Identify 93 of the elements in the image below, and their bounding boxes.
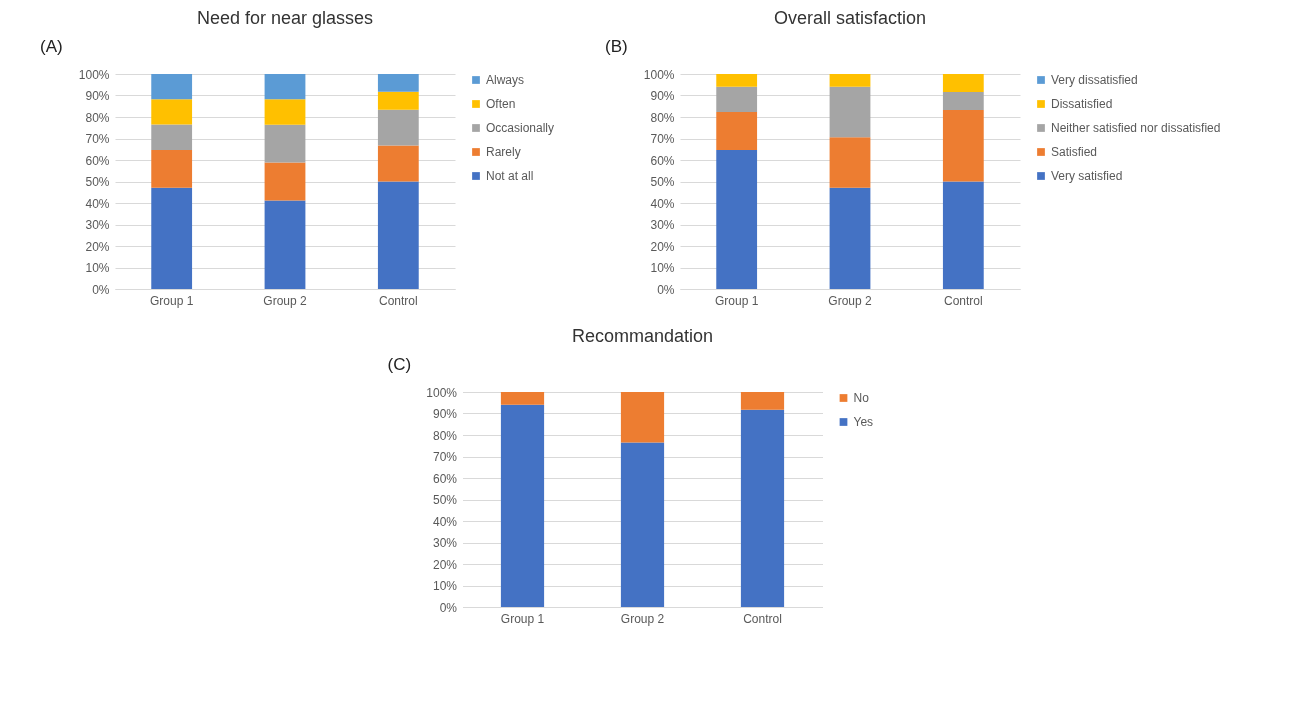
y-tick-label: 80% (432, 428, 458, 443)
bar (942, 74, 984, 93)
y-tick-label: 100% (643, 67, 675, 82)
bar (264, 162, 306, 201)
bar (264, 124, 306, 163)
y-tick-label: 70% (85, 132, 110, 146)
y-tick-label: 50% (432, 493, 458, 507)
bar (716, 149, 758, 289)
legend-label: Occasionally (486, 121, 555, 135)
y-tick-label: 40% (85, 196, 110, 211)
bar (151, 124, 193, 150)
text: (B) (605, 37, 628, 56)
bar (264, 99, 306, 125)
y-tick-label: 30% (432, 536, 458, 550)
y-tick-label: 90% (650, 89, 675, 103)
x-tick-label: Control (943, 293, 983, 308)
bar (942, 181, 984, 289)
bar (829, 74, 871, 87)
x-tick-label: Control (743, 611, 782, 626)
bar (829, 86, 871, 138)
bar (942, 109, 984, 182)
bar (377, 91, 419, 110)
legend-label: No (853, 391, 870, 405)
bar (151, 99, 193, 125)
legend-label: Not at all (486, 169, 534, 183)
y-tick-label: 80% (650, 110, 675, 125)
x-tick-label: Group 2 (620, 611, 665, 626)
y-tick-label: 100% (78, 67, 110, 82)
y-tick-label: 90% (432, 407, 458, 421)
y-tick-label: 60% (85, 153, 110, 168)
y-tick-label: 70% (432, 450, 458, 464)
legend-label: Rarely (486, 145, 521, 159)
legend-label: Very dissatisfied (1051, 73, 1138, 87)
y-tick-label: 70% (650, 132, 675, 146)
bar (716, 112, 758, 150)
bar (740, 392, 785, 410)
y-tick-label: 50% (650, 175, 675, 189)
bar (377, 145, 419, 182)
bar (377, 109, 419, 146)
y-tick-label: 50% (85, 175, 110, 189)
bar (716, 86, 758, 113)
text: (A) (40, 37, 63, 56)
y-tick-label: 0% (439, 600, 458, 615)
bar (942, 92, 984, 110)
bar (716, 74, 758, 87)
legend-label: Satisfied (1051, 145, 1098, 159)
y-tick-label: 60% (650, 153, 675, 168)
y-tick-label: 0% (657, 282, 675, 297)
legend-label: Dissatisfied (1051, 97, 1113, 111)
bar (151, 187, 193, 289)
y-tick-label: 100% (426, 385, 458, 400)
bar (264, 74, 306, 100)
bar (377, 181, 419, 289)
y-tick-label: 40% (650, 196, 675, 211)
legend-label: Yes (853, 415, 874, 429)
y-tick-label: 10% (650, 261, 675, 275)
x-tick-label: Group 1 (714, 293, 759, 308)
bar (151, 74, 193, 100)
y-tick-label: 30% (85, 218, 110, 232)
x-tick-label: Control (378, 293, 418, 308)
y-tick-label: 20% (432, 557, 458, 572)
chart-title: Need for near glasses (196, 8, 374, 28)
chart-title: Recommandation (571, 326, 714, 346)
legend-label: Very satisfied (1051, 169, 1123, 183)
bar (151, 149, 193, 188)
y-tick-label: 90% (85, 89, 110, 103)
y-tick-label: 80% (85, 110, 110, 125)
y-tick-label: 40% (432, 514, 458, 529)
y-tick-label: 60% (432, 471, 458, 486)
bar (829, 137, 871, 188)
legend-label: Always (486, 73, 525, 87)
x-tick-label: Group 2 (263, 293, 308, 308)
bar (500, 392, 545, 405)
x-tick-label: Group 2 (828, 293, 873, 308)
bar (620, 392, 665, 443)
legend-label: Neither satisfied nor dissatisfied (1051, 121, 1221, 135)
legend-label: Often (486, 97, 516, 111)
x-tick-label: Group 1 (149, 293, 194, 308)
bar (500, 404, 545, 607)
y-tick-label: 20% (650, 239, 675, 254)
y-tick-label: 30% (650, 218, 675, 232)
bar (740, 409, 785, 607)
bar (264, 200, 306, 289)
y-tick-label: 20% (85, 239, 110, 254)
text: (C) (387, 355, 412, 374)
y-tick-label: 10% (432, 579, 458, 593)
bar (829, 187, 871, 289)
y-tick-label: 10% (85, 261, 110, 275)
x-tick-label: Group 1 (500, 611, 545, 626)
bar (377, 74, 419, 92)
bar (620, 442, 665, 607)
chart-title: Overall satisfaction (773, 8, 927, 28)
y-tick-label: 0% (92, 282, 110, 297)
